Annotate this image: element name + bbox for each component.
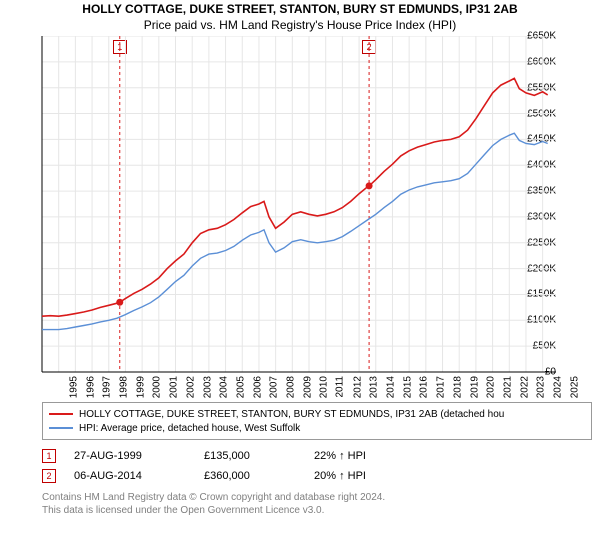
sale-diff-2: 20% ↑ HPI bbox=[314, 470, 414, 482]
sale-price-1: £135,000 bbox=[204, 450, 314, 462]
legend-row-property: HOLLY COTTAGE, DUKE STREET, STANTON, BUR… bbox=[49, 407, 585, 421]
sales-table: 1 27-AUG-1999£135,00022% ↑ HPI 2 06-AUG-201… bbox=[42, 446, 592, 486]
sale-date-1: 27-AUG-1999 bbox=[74, 450, 204, 462]
legend: HOLLY COTTAGE, DUKE STREET, STANTON, BUR… bbox=[42, 402, 592, 440]
title-line2: Price paid vs. HM Land Registry's House … bbox=[0, 18, 600, 32]
footnote-line2: This data is licensed under the Open Gov… bbox=[42, 505, 592, 518]
legend-label-property: HOLLY COTTAGE, DUKE STREET, STANTON, BUR… bbox=[79, 409, 504, 420]
sale-row-2: 2 06-AUG-2014£360,00020% ↑ HPI bbox=[42, 466, 592, 486]
legend-swatch-property bbox=[49, 413, 73, 415]
sale-dot-2 bbox=[366, 182, 373, 189]
price-chart: £0£50K£100K£150K£200K£250K£300K£350K£400… bbox=[8, 36, 556, 396]
sale-date-2: 06-AUG-2014 bbox=[74, 470, 204, 482]
series-property bbox=[42, 78, 548, 316]
legend-label-hpi: HPI: Average price, detached house, West… bbox=[79, 423, 300, 434]
legend-row-hpi: HPI: Average price, detached house, West… bbox=[49, 421, 585, 435]
sale-price-2: £360,000 bbox=[204, 470, 314, 482]
legend-swatch-hpi bbox=[49, 427, 73, 429]
chart-svg bbox=[8, 36, 556, 396]
footnote-line1: Contains HM Land Registry data © Crown c… bbox=[42, 492, 592, 505]
title-block: HOLLY COTTAGE, DUKE STREET, STANTON, BUR… bbox=[0, 0, 600, 32]
sale-row-box-1: 1 bbox=[42, 449, 56, 463]
footnote: Contains HM Land Registry data © Crown c… bbox=[42, 492, 592, 517]
x-tick-label: 2025 bbox=[569, 376, 580, 398]
sale-diff-1: 22% ↑ HPI bbox=[314, 450, 414, 462]
sale-row-box-2: 2 bbox=[42, 469, 56, 483]
sale-row-1: 1 27-AUG-1999£135,00022% ↑ HPI bbox=[42, 446, 592, 466]
sale-dot-1 bbox=[116, 299, 123, 306]
title-line1: HOLLY COTTAGE, DUKE STREET, STANTON, BUR… bbox=[0, 2, 600, 16]
